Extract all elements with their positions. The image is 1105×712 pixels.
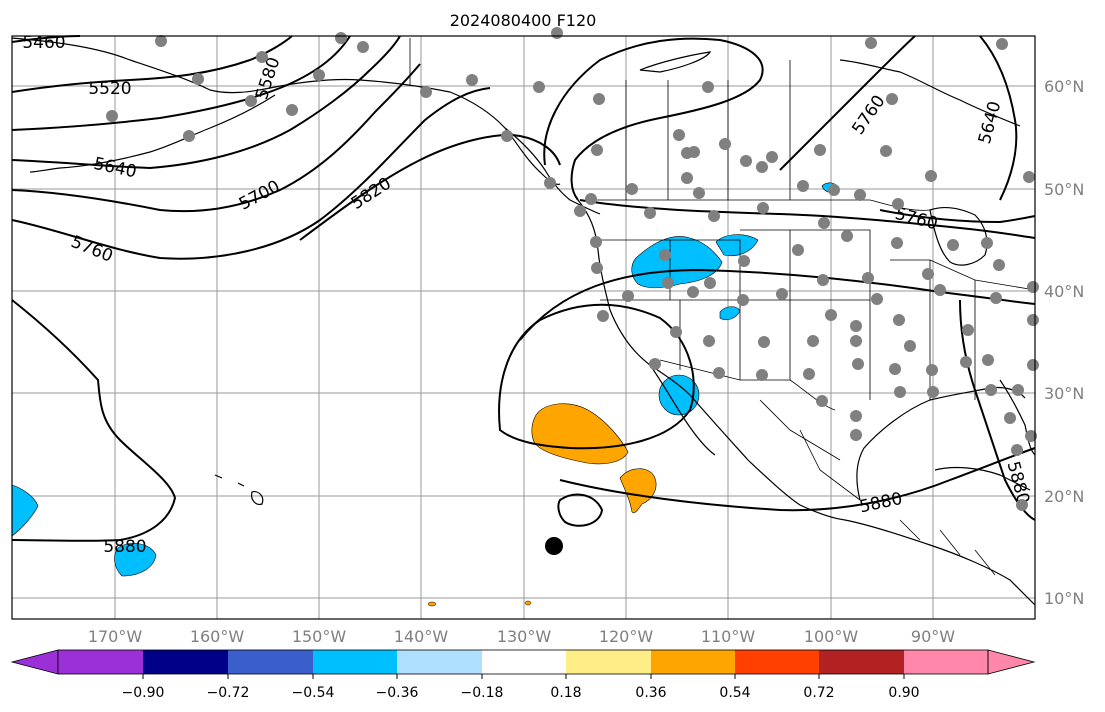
colorbar-tick-label: −0.36 — [376, 685, 419, 701]
map-panel: 5460 5520 5580 5640 5700 5760 5820 5880 … — [11, 27, 1039, 620]
colorbar-tick-label: 0.36 — [635, 685, 666, 701]
hudson-bay-coast — [839, 59, 1021, 127]
contour-5760-east — [779, 35, 916, 171]
lon-label: 130°W — [497, 627, 552, 646]
contour-5520 — [11, 35, 293, 93]
map-frame — [11, 35, 1036, 620]
us-west-coast — [577, 199, 691, 396]
colorbar-tick-label: −0.90 — [122, 685, 165, 701]
contour-5880-main — [579, 199, 1036, 239]
contour-5760-west — [11, 87, 491, 260]
latitude-tick-labels: 60°N 50°N 40°N 30°N 20°N 10°N — [1044, 77, 1084, 608]
positive-anomaly-region — [531, 403, 629, 465]
hawaii-islands — [214, 474, 264, 505]
contour-5880-gulf — [559, 447, 1036, 512]
lat-label: 60°N — [1044, 77, 1084, 96]
alaska-peninsula — [29, 94, 276, 173]
coastlines — [11, 37, 1036, 606]
lon-label: 90°W — [911, 627, 955, 646]
lon-label: 100°W — [804, 627, 859, 646]
positive-anomaly-region — [619, 468, 657, 514]
contour-label: 5520 — [88, 79, 131, 99]
positive-anomaly-region — [427, 601, 437, 607]
lat-label: 40°N — [1044, 282, 1084, 301]
colorbar-segments — [58, 650, 988, 674]
colorbar-tick-label: 0.72 — [803, 685, 834, 701]
colorbar-segment — [566, 650, 651, 674]
lon-label: 150°W — [292, 627, 347, 646]
colorbar-segment — [819, 650, 904, 674]
contour-5700 — [11, 63, 421, 213]
lon-label: 110°W — [701, 627, 756, 646]
colorbar-tick-label: −0.72 — [207, 685, 250, 701]
contour-5580 — [11, 35, 351, 131]
lat-label: 30°N — [1044, 384, 1084, 403]
contour-5880-low — [498, 303, 695, 450]
colorbar-segment — [397, 650, 482, 674]
negative-anomaly-region — [658, 374, 700, 416]
province-boundaries — [625, 60, 791, 200]
colorbar-max-extension — [987, 649, 1036, 675]
canada-west-coast — [504, 127, 601, 215]
contour-label: 5460 — [22, 33, 65, 53]
colorbar-min-extension — [10, 649, 59, 675]
colorbar-segment — [904, 650, 988, 674]
shaded-fields — [11, 182, 839, 607]
storm-position-marker — [545, 537, 563, 555]
contour-5820-north — [299, 134, 561, 241]
colorbar-frame — [57, 649, 989, 675]
contour-5760-gl — [879, 209, 1036, 224]
colorbar-segment — [228, 650, 313, 674]
lon-label: 160°W — [190, 627, 245, 646]
longitude-tick-labels: 170°W 160°W 150°W 140°W 130°W 120°W 110°… — [88, 627, 955, 646]
gulf-coast — [856, 386, 1026, 501]
central-america-coast — [844, 519, 1036, 606]
lon-label: 170°W — [88, 627, 143, 646]
colorbar-segment — [58, 650, 143, 674]
lat-label: 10°N — [1044, 589, 1084, 608]
colorbar-segment — [651, 650, 735, 674]
alaska-coast — [11, 37, 561, 185]
arctic-island — [639, 51, 712, 73]
mexico-pacific-coast — [689, 394, 846, 521]
lon-label: 120°W — [599, 627, 654, 646]
central-america-borders — [899, 519, 996, 576]
contour-5880-south — [519, 268, 1036, 341]
colorbar-segment — [735, 650, 819, 674]
contour-5880-loop — [557, 493, 604, 527]
great-lakes — [929, 206, 988, 266]
colorbar-segment — [313, 650, 397, 674]
lon-label: 140°W — [394, 627, 449, 646]
contour-5760-ridge — [543, 37, 764, 201]
colorbar: −0.90 −0.72 −0.54 −0.36 −0.18 0.18 0.36 … — [10, 649, 1036, 701]
colorbar-tick-label: 0.90 — [888, 685, 919, 701]
height-contours — [11, 35, 1036, 542]
station-markers — [106, 27, 1039, 511]
lat-label: 50°N — [1044, 180, 1084, 199]
negative-anomaly-region — [11, 484, 39, 537]
contour-label: 5880 — [103, 537, 146, 557]
lat-label: 20°N — [1044, 487, 1084, 506]
colorbar-segment — [482, 650, 566, 674]
cuba-coast — [934, 466, 1031, 491]
mexico-states — [759, 399, 861, 501]
baja-coast — [649, 364, 716, 456]
colorbar-tick-label: −0.54 — [292, 685, 335, 701]
negative-anomaly-region — [114, 542, 157, 577]
map-title: 2024080400 F120 — [450, 11, 597, 30]
negative-anomaly-region — [631, 236, 723, 289]
colorbar-tick-label: −0.18 — [461, 685, 504, 701]
colorbar-tick-label: 0.54 — [719, 685, 750, 701]
positive-anomaly-region — [524, 600, 532, 606]
us-mexico-border — [659, 359, 836, 411]
contour-5640-east — [979, 35, 1018, 201]
contour-5820 — [11, 299, 177, 542]
colorbar-tick-label: 0.18 — [550, 685, 581, 701]
colorbar-segment — [143, 650, 228, 674]
contour-5640 — [11, 35, 401, 170]
colorbar-tick-marks — [142, 674, 905, 679]
